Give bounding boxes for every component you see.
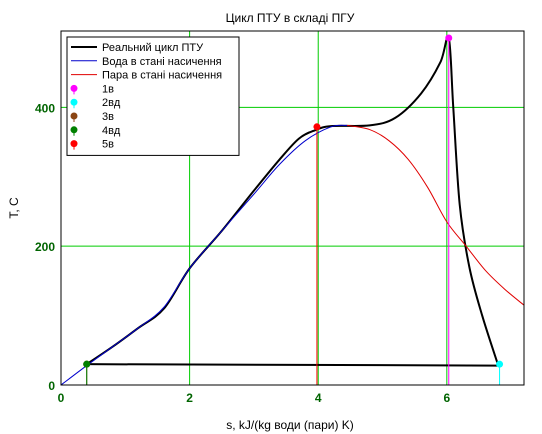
- legend-label: Вода в стані насичення: [102, 56, 222, 68]
- marker-point-6: [83, 360, 91, 368]
- legend: Реальний цикл ПТУ Вода в стані насичення П…: [66, 36, 240, 156]
- series-line-2: [347, 124, 524, 306]
- legend-label: Реальний цикл ПТУ: [102, 42, 204, 54]
- x-axis-label: s, kJ/(kg води (пари) K): [226, 418, 354, 432]
- x-tick-label: 6: [443, 391, 450, 405]
- x-tick-label: 0: [58, 391, 65, 405]
- y-tick-label: 400: [35, 101, 55, 115]
- tick-layer: 0 2 4 6 0 200 400: [35, 101, 451, 405]
- series-line-real-cycle-return: [86, 363, 499, 367]
- legend-swatch: [70, 84, 78, 92]
- legend-label: 4вд: [102, 125, 121, 137]
- y-tick-label: 0: [48, 379, 55, 393]
- legend-label: Пара в стані насичення: [102, 70, 222, 82]
- legend-swatch: [70, 98, 78, 106]
- legend-label: 3в: [102, 111, 114, 123]
- legend-label: 5в: [102, 139, 114, 151]
- legend-label: 1в: [102, 83, 114, 95]
- x-tick-label: 4: [315, 391, 322, 405]
- legend-swatch: [70, 126, 78, 134]
- plot-frame: [60, 30, 525, 386]
- marker-point-4: [496, 360, 504, 368]
- legend-swatch: [70, 112, 78, 120]
- y-axis-label: T, C: [7, 197, 21, 219]
- marker-point-7: [313, 123, 321, 131]
- series-layer: [61, 34, 524, 385]
- legend-swatch: [70, 140, 78, 148]
- y-tick-label: 200: [35, 240, 55, 254]
- legend-box: [66, 36, 240, 156]
- series-line-1: [61, 124, 348, 385]
- marker-point-3: [445, 34, 453, 42]
- chart-title: Цикл ПТУ в складі ПГУ: [226, 11, 355, 25]
- x-tick-label: 2: [186, 391, 193, 405]
- legend-label: 2вд: [102, 97, 121, 109]
